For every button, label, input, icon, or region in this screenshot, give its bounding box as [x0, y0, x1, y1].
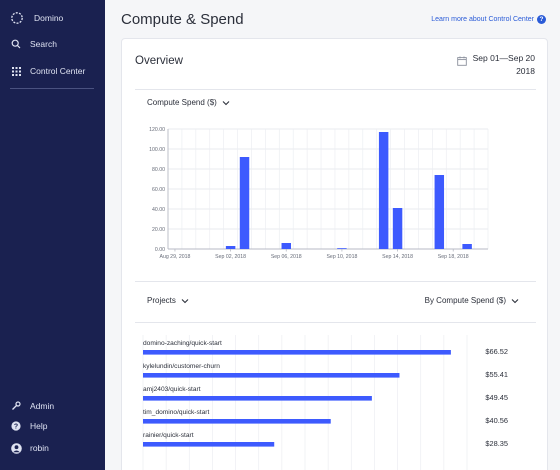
sort-label: By Compute Spend ($): [424, 296, 506, 305]
project-spend-value: $66.52: [485, 347, 508, 356]
project-bar: [143, 442, 275, 447]
x-tick-label: Sep 06, 2018: [271, 254, 302, 260]
compute-spend-chart: 0.00 20.00 40.00 60.00 80.00 100.00 120.00 Aug …: [149, 127, 489, 260]
sidebar-item-label: Admin: [30, 401, 55, 411]
y-tick-label: 80.00: [152, 167, 165, 173]
bar: [225, 246, 236, 249]
avatar-icon: [10, 442, 22, 454]
project-name-label: kylelundin/customer-churn: [143, 363, 220, 370]
project-bar: [143, 373, 400, 378]
project-name-label: tim_domino/quick-start: [143, 409, 209, 416]
x-tick-label: Sep 18, 2018: [438, 254, 469, 260]
svg-text:?: ?: [14, 424, 18, 431]
sidebar-item-admin[interactable]: Admin: [10, 399, 54, 413]
bar: [462, 244, 472, 249]
bar: [281, 243, 291, 249]
sidebar-item-help[interactable]: ? Help: [10, 419, 47, 433]
project-spend-value: $49.45: [485, 393, 508, 402]
date-range-line2: 2018: [516, 66, 535, 76]
chevron-down-icon: [511, 298, 519, 303]
y-tick-label: 40.00: [152, 207, 165, 213]
bar: [434, 175, 445, 249]
project-spend-value: $28.35: [485, 439, 508, 448]
project-bar: [143, 396, 372, 401]
learn-more-label: Learn more about Control Center: [431, 16, 534, 23]
grid-icon: [10, 65, 22, 77]
sidebar-item-user[interactable]: robin: [10, 441, 49, 455]
y-tick-label: 0.00: [155, 247, 165, 253]
project-name-label: rainier/quick-start: [143, 432, 194, 439]
project-bar: [143, 350, 451, 355]
projects-dropdown[interactable]: Projects: [147, 296, 189, 305]
search-icon: [10, 38, 22, 50]
app-name: Domino: [34, 13, 64, 23]
sidebar-item-label: Help: [30, 421, 48, 431]
sidebar-item-label: Search: [30, 39, 57, 49]
y-tick-label: 100.00: [149, 147, 165, 153]
project-spend-value: $55.41: [485, 370, 508, 379]
domino-logo[interactable]: Domino: [10, 11, 63, 25]
sidebar-item-label: robin: [30, 443, 49, 453]
y-tick-label: 120.00: [149, 127, 165, 133]
bar: [378, 132, 389, 249]
divider: [135, 89, 536, 90]
learn-more-link[interactable]: Learn more about Control Center ?: [431, 15, 546, 24]
sidebar: Domino Search Control Center Admin ? Hel…: [0, 0, 105, 470]
bar: [337, 248, 347, 249]
chevron-down-icon: [222, 100, 230, 105]
sidebar-item-control-center[interactable]: Control Center: [10, 64, 85, 78]
divider: [135, 322, 536, 323]
compute-spend-dropdown[interactable]: Compute Spend ($): [147, 98, 230, 107]
sidebar-item-search[interactable]: Search: [10, 37, 57, 51]
sidebar-item-label: Control Center: [30, 66, 86, 76]
x-tick-label: Sep 10, 2018: [326, 254, 357, 260]
y-tick-label: 60.00: [152, 187, 165, 193]
project-name-label: amj2403/quick-start: [143, 386, 201, 393]
project-name-label: domino-zaching/quick-start: [143, 340, 222, 347]
domino-logo-icon: [10, 11, 24, 25]
y-tick-label: 20.00: [152, 227, 165, 233]
sidebar-divider: [10, 88, 94, 89]
project-bar: [143, 419, 331, 424]
date-range-line1: Sep 01—Sep 20: [472, 53, 535, 63]
sort-dropdown[interactable]: By Compute Spend ($): [425, 296, 519, 305]
bar: [392, 208, 403, 249]
help-circle-icon: ?: [537, 15, 546, 24]
date-range-picker[interactable]: Sep 01—Sep 20 2018: [456, 52, 535, 78]
overview-title: Overview: [135, 55, 183, 67]
project-spend-value: $40.56: [485, 416, 508, 425]
projects-spend-chart: 0510152025303540455055606570domino-zachi…: [142, 335, 508, 470]
help-icon: ?: [10, 420, 22, 432]
x-tick-label: Sep 14, 2018: [382, 254, 413, 260]
wrench-icon: [10, 400, 22, 412]
x-tick-label: Aug 29, 2018: [160, 254, 191, 260]
divider: [135, 281, 536, 282]
overview-card: Overview Sep 01—Sep 20 2018 Compute Spen…: [121, 38, 548, 470]
projects-label: Projects: [147, 296, 176, 305]
page-title: Compute & Spend: [121, 11, 244, 28]
bar: [239, 157, 250, 249]
chevron-down-icon: [181, 298, 189, 303]
x-tick-label: Sep 02, 2018: [215, 254, 246, 260]
calendar-icon: [456, 53, 467, 66]
compute-spend-label: Compute Spend ($): [147, 98, 217, 107]
